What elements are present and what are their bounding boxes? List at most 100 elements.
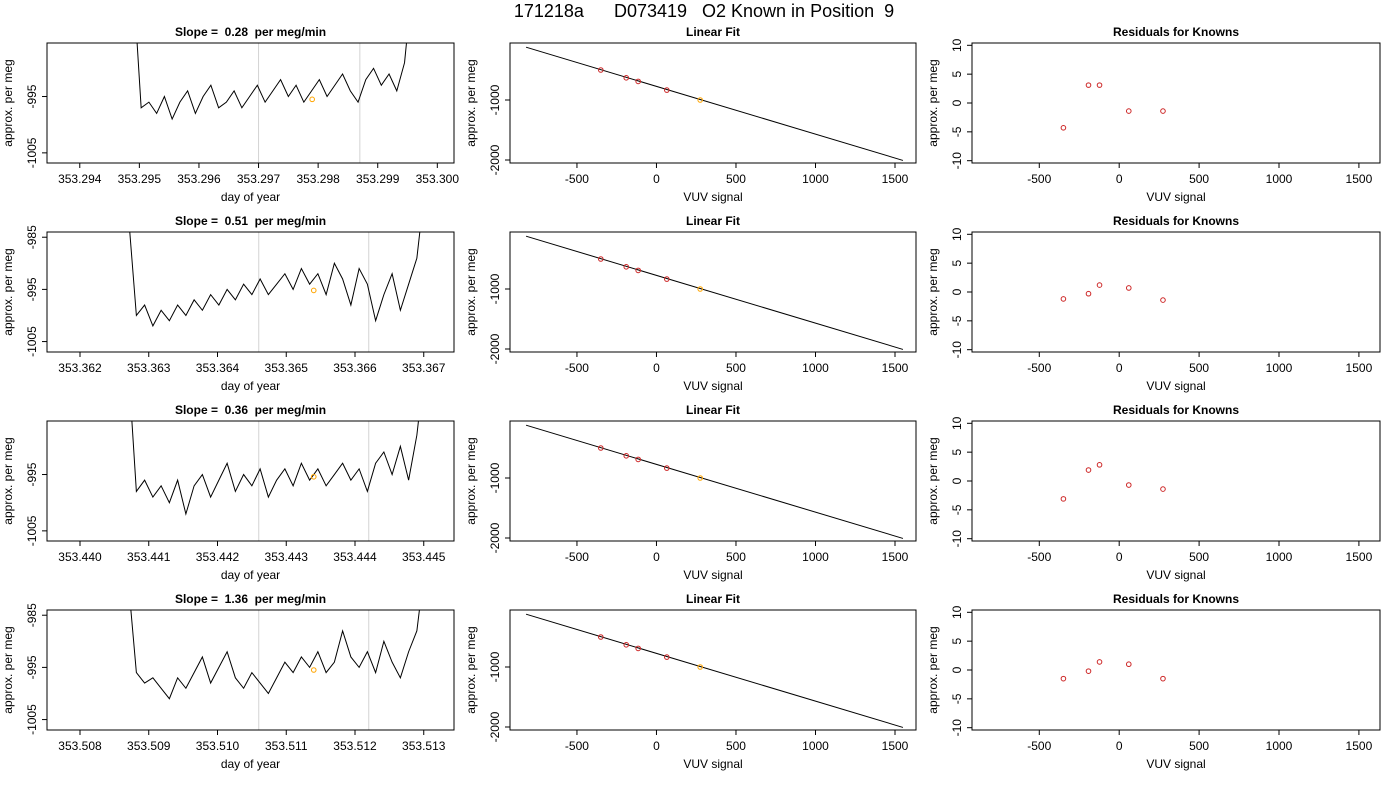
y-tick-label: 10	[950, 38, 964, 52]
data-point	[697, 286, 703, 292]
y-tick-label: -1000	[488, 84, 502, 115]
y-tick-label: -2000	[488, 711, 502, 742]
x-tick-label: 1000	[1266, 739, 1293, 753]
x-tick-label: 353.297	[237, 172, 281, 186]
y-tick-label: 10	[950, 227, 964, 241]
y-tick-label: -995	[25, 84, 39, 108]
x-tick-label: 353.444	[333, 550, 377, 564]
y-axis-label: approx. per meg	[464, 59, 478, 146]
data-point	[664, 276, 670, 282]
panel: Slope = 0.36 per meg/min day of year appro…	[1, 403, 455, 582]
data-point	[1060, 496, 1067, 502]
y-tick-label: -10	[950, 341, 964, 359]
x-tick-label: 1000	[1266, 172, 1293, 186]
x-tick-label: 353.365	[265, 361, 309, 375]
y-tick-label: -1005	[25, 326, 39, 357]
y-axis-label: approx. per meg	[926, 248, 940, 335]
x-tick-label: 353.511	[265, 739, 308, 753]
x-tick-label: 500	[726, 172, 746, 186]
x-tick-label: -500	[1027, 739, 1051, 753]
x-tick-label: 1500	[882, 172, 909, 186]
plot-area	[1060, 659, 1166, 682]
y-tick-label: -10	[950, 530, 964, 548]
data-line	[131, 421, 419, 516]
data-point	[1085, 467, 1092, 473]
x-tick-label: 0	[653, 550, 660, 564]
y-tick-label: -1000	[488, 273, 502, 304]
panel: Linear Fit VUV signal approx. per meg -500 0…	[464, 403, 917, 582]
y-tick-label: 0	[950, 666, 964, 673]
y-tick-label: 10	[950, 605, 964, 619]
y-axis-label: approx. per meg	[926, 59, 940, 146]
x-tick-label: 353.299	[356, 172, 400, 186]
y-tick-label: -2000	[488, 144, 502, 175]
data-point	[1096, 462, 1103, 468]
data-point	[1096, 82, 1103, 88]
x-axis-label: VUV signal	[683, 190, 742, 204]
x-axis-label: VUV signal	[1146, 568, 1205, 582]
x-tick-label: -500	[1027, 550, 1051, 564]
x-tick-label: 0	[653, 172, 660, 186]
y-axis-label: approx. per meg	[1, 437, 15, 524]
x-tick-label: 0	[1116, 739, 1123, 753]
x-axis-label: day of year	[221, 379, 280, 393]
plot-frame	[509, 231, 917, 353]
y-tick-label: 0	[950, 477, 964, 484]
x-tick-label: 1500	[1346, 172, 1373, 186]
y-tick-label: -5	[950, 693, 964, 704]
plot-area	[1060, 462, 1166, 502]
data-line	[129, 232, 421, 328]
data-point	[623, 642, 630, 648]
x-tick-label: 353.443	[265, 550, 309, 564]
y-tick-label: -2000	[488, 522, 502, 553]
y-tick-label: -1005	[25, 137, 39, 168]
data-line	[130, 610, 420, 700]
data-point	[623, 75, 630, 81]
y-tick-label: 5	[950, 70, 964, 77]
data-point	[664, 87, 670, 93]
x-axis-label: day of year	[221, 190, 280, 204]
x-tick-label: 1000	[802, 550, 829, 564]
panel: Residuals for Knowns VUV signal approx. pe…	[926, 592, 1381, 771]
y-tick-label: 0	[950, 99, 964, 106]
panel-title: Residuals for Knowns	[1113, 403, 1239, 417]
plot-area	[131, 421, 419, 541]
plot-area	[525, 235, 904, 350]
x-tick-label: 353.295	[118, 172, 162, 186]
plot-frame	[971, 42, 1381, 164]
x-tick-label: 353.366	[333, 361, 377, 375]
y-tick-label: -2000	[488, 333, 502, 364]
y-tick-label: -985	[25, 225, 39, 249]
x-tick-label: 353.445	[402, 550, 446, 564]
data-point	[1060, 675, 1067, 682]
x-tick-label: 500	[726, 739, 746, 753]
data-point	[1085, 82, 1092, 88]
data-point	[1096, 282, 1103, 288]
data-point	[598, 634, 604, 640]
data-point	[1125, 482, 1132, 488]
y-tick-label: -5	[950, 126, 964, 137]
plot-area	[525, 46, 904, 161]
known-point	[310, 667, 317, 673]
plot-area	[129, 232, 421, 352]
y-tick-label: -10	[950, 152, 964, 170]
x-axis-label: VUV signal	[683, 568, 742, 582]
data-point	[623, 264, 630, 270]
x-tick-label: 500	[1189, 361, 1209, 375]
y-tick-label: -985	[25, 603, 39, 627]
plot-frame	[509, 420, 917, 542]
x-tick-label: 353.298	[296, 172, 340, 186]
x-tick-label: 353.513	[402, 739, 446, 753]
x-tick-label: 1500	[882, 550, 909, 564]
fit-line	[525, 235, 904, 350]
plot-area	[525, 613, 904, 728]
x-tick-label: 500	[1189, 550, 1209, 564]
panel: Linear Fit VUV signal approx. per meg -500 0…	[464, 592, 917, 771]
x-axis-label: VUV signal	[683, 379, 742, 393]
data-point	[1160, 297, 1166, 303]
data-point	[598, 256, 604, 262]
panel-title: Slope = 1.36 per meg/min	[175, 592, 326, 606]
y-axis-label: approx. per meg	[464, 626, 478, 713]
panel-title: Linear Fit	[686, 214, 740, 228]
panel: Residuals for Knowns VUV signal approx. pe…	[926, 403, 1381, 582]
